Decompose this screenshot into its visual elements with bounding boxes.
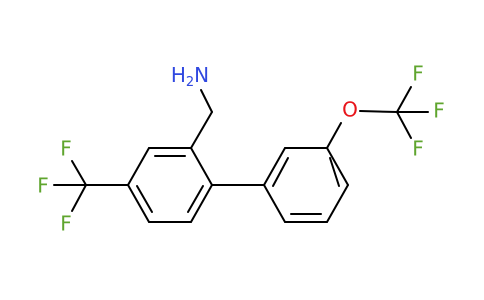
amine-subscript: 2 [186, 75, 194, 90]
bond [396, 86, 412, 113]
bond [190, 147, 213, 186]
bond [190, 184, 213, 223]
bond [200, 89, 213, 113]
bond [326, 147, 349, 186]
double-bond-inner [136, 185, 153, 213]
double-bond-inner [329, 157, 340, 187]
fluorine-label: F [412, 137, 424, 161]
bond [326, 122, 342, 149]
bond [263, 147, 286, 186]
bond [127, 147, 150, 186]
oxygen-label: O [342, 98, 358, 122]
fluorine-label: F [37, 174, 49, 198]
fluorine-label: F [60, 212, 72, 236]
bond [71, 160, 87, 186]
bond [326, 184, 349, 223]
bond [359, 110, 398, 113]
amine-n: N [194, 63, 209, 87]
fluorine-label: F [412, 62, 424, 86]
double-bond-inner [272, 157, 289, 187]
bond [190, 111, 213, 149]
bond [263, 184, 286, 223]
amine-label: H2N [171, 63, 209, 90]
bonds [53, 86, 429, 223]
fluorine-label: F [60, 137, 72, 161]
amine-h: H [171, 63, 186, 87]
bond [71, 184, 87, 212]
double-bond-inner [187, 185, 204, 213]
fluorine-label: F [433, 99, 445, 123]
bond [127, 184, 150, 223]
bond [396, 111, 412, 139]
